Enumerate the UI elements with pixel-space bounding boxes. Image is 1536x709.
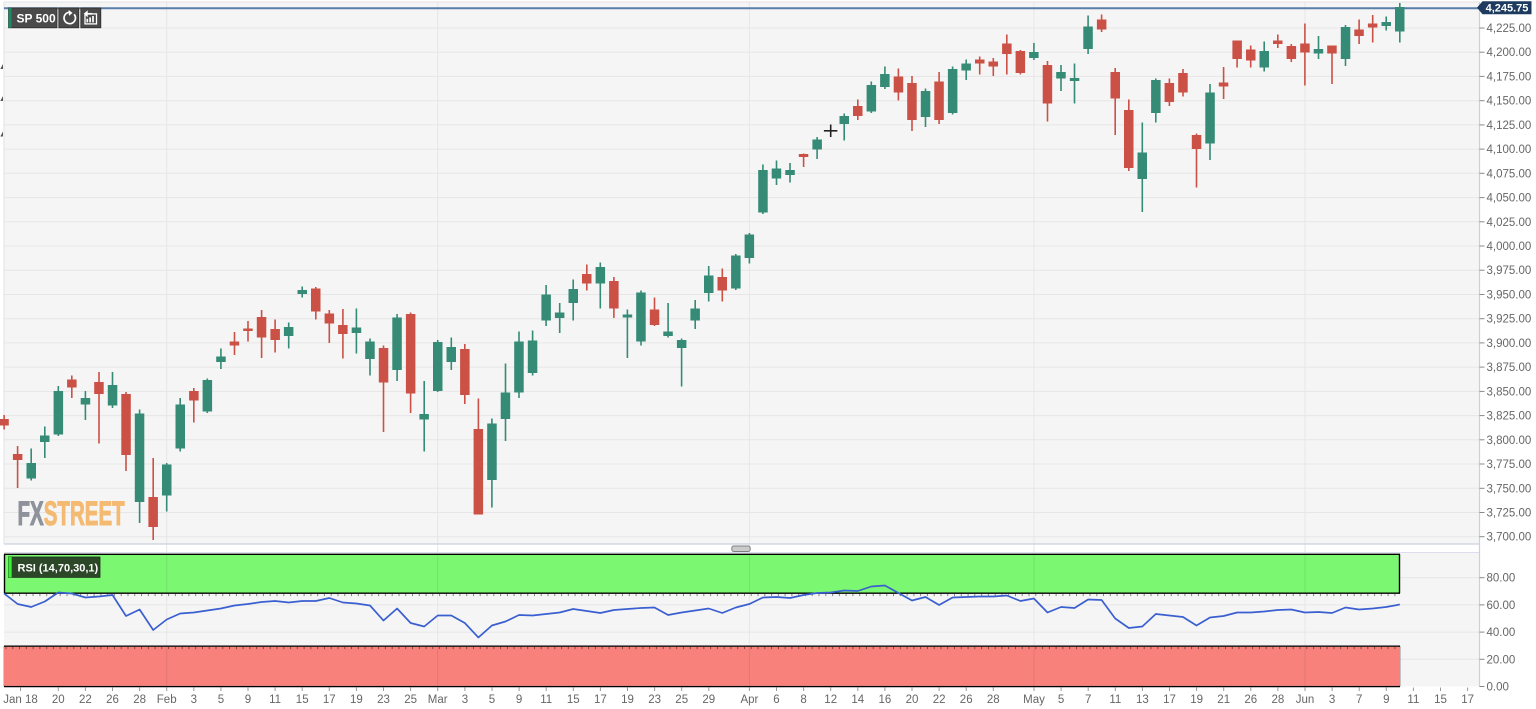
svg-text:3: 3 [1329,694,1335,706]
svg-text:13: 13 [1136,694,1149,706]
svg-text:15: 15 [1434,694,1447,706]
svg-text:3,775.00: 3,775.00 [1487,459,1532,471]
svg-text:3: 3 [462,694,468,706]
svg-text:26: 26 [106,694,119,706]
svg-text:Apr: Apr [740,694,758,706]
svg-text:17: 17 [323,694,336,706]
svg-text:60.00: 60.00 [1487,600,1516,612]
svg-text:5: 5 [489,694,495,706]
svg-text:28: 28 [987,694,1000,706]
svg-text:3: 3 [191,694,197,706]
svg-text:4,025.00: 4,025.00 [1487,217,1532,229]
svg-text:22: 22 [933,694,946,706]
svg-text:23: 23 [648,694,661,706]
svg-text:4,125.00: 4,125.00 [1487,120,1532,132]
svg-text:Mar: Mar [428,694,448,706]
svg-text:RSI (14,70,30,1): RSI (14,70,30,1) [18,562,99,574]
svg-text:11: 11 [1109,694,1121,706]
svg-text:26: 26 [960,694,973,706]
svg-text:80.00: 80.00 [1487,573,1516,585]
svg-text:3,875.00: 3,875.00 [1487,362,1532,374]
svg-text:17: 17 [1461,694,1474,706]
svg-text:Feb: Feb [157,694,177,706]
svg-text:8: 8 [800,694,806,706]
svg-text:20.00: 20.00 [1487,654,1516,666]
svg-text:4,245.75: 4,245.75 [1486,3,1529,15]
svg-text:5: 5 [218,694,224,706]
svg-text:3,925.00: 3,925.00 [1487,314,1532,326]
svg-text:15: 15 [567,694,580,706]
svg-text:11: 11 [540,694,552,706]
svg-text:11: 11 [1407,694,1419,706]
svg-text:23: 23 [377,694,390,706]
svg-text:19: 19 [621,694,634,706]
svg-text:3,975.00: 3,975.00 [1487,265,1532,277]
svg-text:40.00: 40.00 [1487,627,1516,639]
svg-text:9: 9 [516,694,522,706]
svg-text:26: 26 [1244,694,1257,706]
svg-text:4,050.00: 4,050.00 [1487,193,1532,205]
svg-text:25: 25 [675,694,688,706]
svg-text:11: 11 [269,694,281,706]
svg-text:5: 5 [1058,694,1064,706]
svg-text:4,225.00: 4,225.00 [1487,23,1532,35]
svg-text:Jun: Jun [1296,694,1315,706]
svg-text:4,175.00: 4,175.00 [1487,71,1532,83]
svg-text:6: 6 [773,694,779,706]
svg-text:15: 15 [296,694,309,706]
svg-text:17: 17 [594,694,607,706]
svg-text:3,725.00: 3,725.00 [1487,508,1532,520]
svg-text:3,700.00: 3,700.00 [1487,532,1532,544]
svg-text:7: 7 [1356,694,1362,706]
svg-text:3,950.00: 3,950.00 [1487,290,1532,302]
svg-text:FXSTREET: FXSTREET [18,495,126,534]
svg-text:12: 12 [824,694,837,706]
svg-text:3,800.00: 3,800.00 [1487,435,1532,447]
svg-text:9: 9 [1383,694,1389,706]
svg-text:9: 9 [245,694,251,706]
svg-text:14: 14 [851,694,864,706]
svg-text:28: 28 [1272,694,1285,706]
svg-text:Jan 18: Jan 18 [3,694,38,706]
svg-text:3,850.00: 3,850.00 [1487,386,1532,398]
svg-text:3,825.00: 3,825.00 [1487,411,1532,423]
svg-text:4,150.00: 4,150.00 [1487,96,1532,108]
svg-text:28: 28 [133,694,146,706]
svg-text:7: 7 [1085,694,1091,706]
svg-text:20: 20 [906,694,919,706]
svg-text:17: 17 [1163,694,1176,706]
svg-text:4,100.00: 4,100.00 [1487,144,1532,156]
svg-text:29: 29 [702,694,715,706]
svg-text:4,000.00: 4,000.00 [1487,241,1532,253]
svg-text:3,750.00: 3,750.00 [1487,483,1532,495]
svg-text:May: May [1023,694,1045,706]
svg-text:4,075.00: 4,075.00 [1487,168,1532,180]
svg-text:21: 21 [1217,694,1230,706]
svg-text:16: 16 [879,694,892,706]
svg-text:20: 20 [52,694,65,706]
svg-text:22: 22 [79,694,92,706]
svg-text:3,900.00: 3,900.00 [1487,338,1532,350]
svg-text:SP 500: SP 500 [17,11,56,25]
svg-text:19: 19 [1190,694,1203,706]
svg-text:0.00: 0.00 [1487,682,1509,694]
svg-text:25: 25 [404,694,417,706]
svg-text:19: 19 [350,694,363,706]
svg-text:4,200.00: 4,200.00 [1487,47,1532,59]
